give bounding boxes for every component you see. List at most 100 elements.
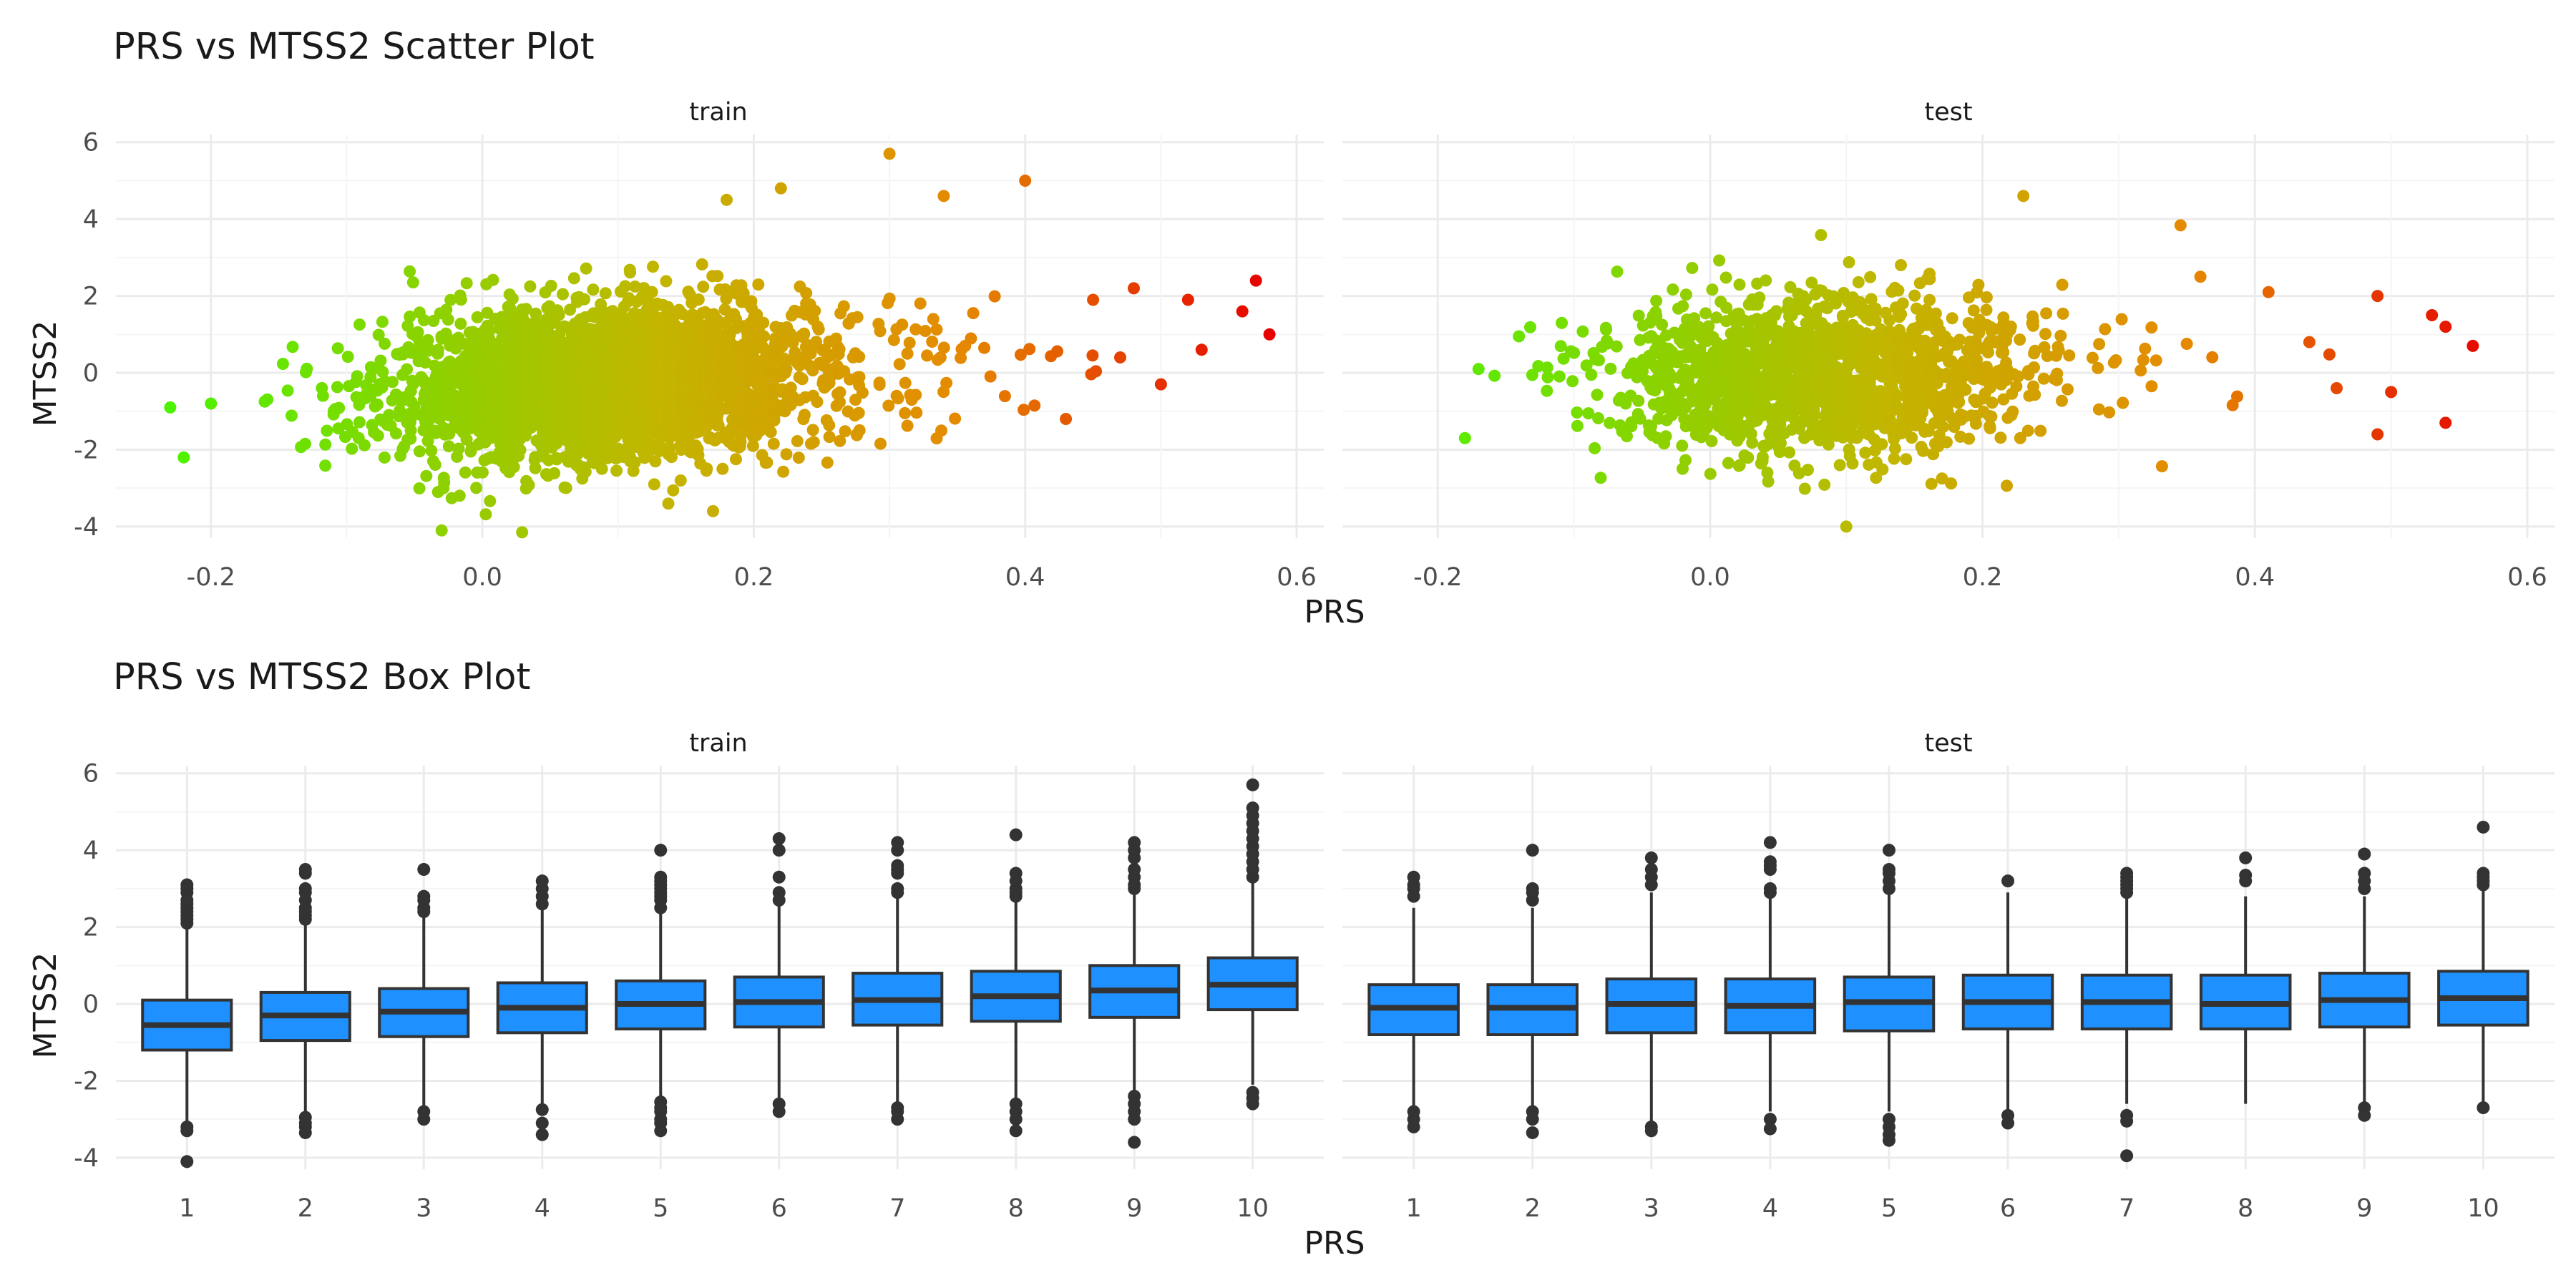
scatter-point [1929,307,1942,320]
scatter-point [1805,276,1818,289]
scatter-point [595,462,608,475]
box-outlier [1763,836,1777,849]
scatter-point [998,390,1011,403]
box-outlier [654,1124,668,1138]
box-outlier [2001,1116,2015,1130]
box-outlier [1526,882,1539,895]
scatter-point [1906,431,1918,444]
box-outlier [1763,882,1777,895]
scatter-point [1869,314,1882,327]
scatter-point [1760,274,1772,287]
scatter-point [701,462,713,475]
scatter-point [1566,375,1579,388]
box-facet-label-test: test [1924,729,1972,758]
scatter-point [1895,259,1907,271]
scatter-point [873,379,886,391]
scatter-point [353,416,366,429]
scatter-point [874,437,887,450]
scatter-point [1953,396,1966,409]
scatter-point [1524,321,1536,333]
scatter-point [2051,367,2064,380]
scatter-point [1936,472,1948,485]
box-2 [259,863,351,1139]
scatter-point [1946,312,1958,325]
scatter-point [1822,438,1835,451]
box-outlier [1128,863,1141,877]
box-outlier [180,878,194,892]
scatter-point [1702,320,1715,333]
scatter-point [286,409,298,422]
scatter-point [580,262,592,275]
scatter-point [404,424,417,436]
scatter-point [476,466,489,479]
box-outlier [891,1113,904,1126]
scatter-x-tick-label: -0.2 [187,563,235,592]
scatter-x-tick-label: 0.0 [1690,563,1730,592]
box-facet-label-train: train [689,729,747,758]
box-outlier [298,882,312,895]
scatter-point [1800,293,1813,306]
scatter-point [1865,293,1878,306]
box-outlier [1009,1124,1023,1138]
scatter-point [1859,447,1872,459]
scatter-point [2011,370,2024,383]
box-outlier [1009,867,1023,880]
scatter-point [896,318,909,331]
scatter-point [2467,339,2479,352]
scatter-point [411,326,424,338]
scatter-point [730,453,742,466]
box-outlier [1407,870,1420,884]
scatter-point [663,441,675,454]
scatter-point [516,526,529,539]
box-6 [733,832,825,1118]
scatter-x-tick-label: 0.2 [1963,563,2003,592]
scatter-point [645,286,658,298]
box-outlier [535,1128,549,1141]
box-outlier [417,1113,431,1126]
scatter-point [301,362,313,375]
scatter-point [800,287,813,300]
scatter-point [1923,293,1936,306]
scatter-point [796,373,809,386]
scatter-point [341,351,354,364]
scatter-point [660,275,673,288]
scatter-point [883,292,896,305]
box-outlier [1128,1113,1141,1126]
scatter-point [1761,467,1774,479]
scatter-point [281,384,294,397]
scatter-point [2039,328,2051,341]
scatter-point [1869,418,1882,431]
scatter-point [1917,444,1930,457]
scatter-point [346,442,358,455]
scatter-point [376,316,389,328]
scatter-point [1733,278,1746,291]
scatter-point [1891,390,1904,403]
scatter-point [1843,256,1855,268]
scatter-point [965,332,977,345]
scatter-point [1554,340,1567,353]
scatter-point [1875,438,1888,451]
scatter-point [1087,293,1100,306]
scatter-point [1571,419,1584,432]
scatter-point [2026,315,2039,328]
scatter-point [737,287,750,300]
scatter-point [1060,413,1073,425]
box-8 [2199,851,2292,1104]
scatter-point [1815,229,1828,241]
scatter-point [319,438,332,451]
scatter-point [2109,354,2122,366]
scatter-point [839,425,852,438]
scatter-point [1593,353,1605,366]
scatter-y-tick-label: 6 [83,129,99,157]
scatter-point [2139,342,2152,355]
scatter-point [1236,305,1249,318]
scatter-point [421,333,434,346]
scatter-point [484,494,497,507]
box-outlier [1526,1113,1539,1126]
scatter-point [2155,460,2168,473]
scatter-point [919,325,932,337]
scatter-point [2001,479,2013,492]
scatter-point [624,266,637,279]
scatter-point [1600,323,1613,336]
